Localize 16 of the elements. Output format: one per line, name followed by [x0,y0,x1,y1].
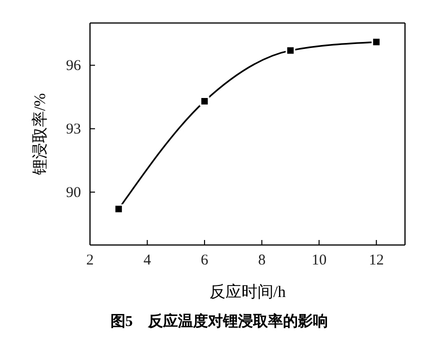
y-axis-title: 锂浸取率/% [31,93,49,176]
point [114,204,124,214]
point [372,37,382,47]
point [200,96,210,106]
x-tick-label: 10 [312,252,327,269]
x-tick-label: 6 [200,252,209,269]
point [286,46,296,56]
x-axis-title: 反应时间/h [209,283,286,301]
x-tick-label: 2 [86,252,94,269]
x-tick-label: 8 [258,252,266,269]
y-tick-label: 93 [66,122,81,138]
y-tick-label: 96 [66,58,82,74]
x-tick-label: 4 [144,252,152,269]
x-tick-label: 12 [368,252,384,269]
y-tick-label: 90 [66,184,81,201]
text: 图5 反应温度对锂浸取率的影响 [110,312,328,330]
